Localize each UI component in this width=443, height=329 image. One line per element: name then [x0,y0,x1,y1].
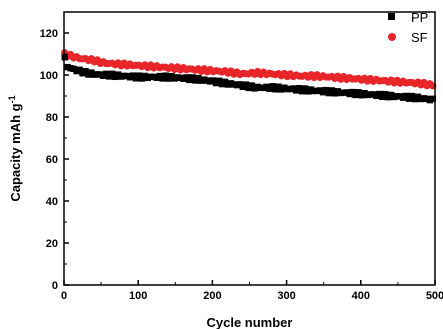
y-axis-title-main: Capacity mAh g [8,103,23,201]
x-tick-label-0: 0 [61,290,67,302]
y-tick-label-0: 0 [52,280,58,292]
y-tick-label-80: 80 [46,112,58,124]
x-tick-label-100: 100 [129,290,147,302]
legend-marker-pp [388,13,395,20]
series-sf [61,49,437,90]
plot-frame [63,11,436,286]
point-pp-61 [242,81,249,88]
point-pp-124 [429,95,436,103]
x-tick-label-300: 300 [277,290,295,302]
series-pp [61,54,436,104]
point-pp-5 [76,66,83,73]
point-pp-7 [82,68,89,75]
x-tick-label-200: 200 [203,290,221,302]
x-axis-title: Cycle number [207,315,293,329]
x-tick-label-500: 500 [426,290,443,302]
y-tick-label-20: 20 [46,238,58,250]
ticks-layer: 0 100 200 300 400 500 0 20 40 60 80 100 120 [40,28,443,302]
y-tick-label-100: 100 [40,70,58,82]
legend-label-pp: PP [411,10,428,25]
y-axis-title: Capacity mAh g-1 [7,95,23,201]
point-pp-52 [215,77,223,85]
legend-label-sf: SF [411,30,428,45]
y-tick-label-120: 120 [40,28,58,40]
legend: PP SF [388,10,428,45]
y-tick-label-40: 40 [46,196,58,208]
series-layer [61,49,437,104]
y-axis-title-superscript: -1 [7,95,17,103]
x-tick-label-400: 400 [352,290,370,302]
legend-marker-sf [388,33,396,41]
y-tick-label-60: 60 [46,154,58,166]
